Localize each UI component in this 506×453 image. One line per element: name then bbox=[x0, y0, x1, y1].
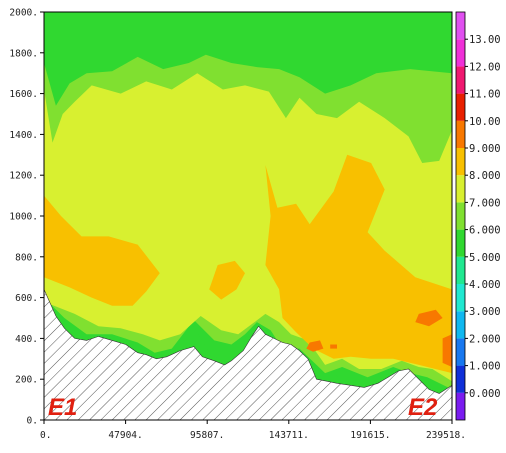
colorbar-label: 8.000 bbox=[469, 170, 501, 182]
colorbar-swatch-3 bbox=[456, 311, 465, 339]
y-tick-label: 400. bbox=[15, 334, 38, 345]
colorbar-label: 11.00 bbox=[469, 89, 501, 101]
y-tick-label: 0. bbox=[27, 416, 38, 427]
colorbar-label: 5.000 bbox=[469, 252, 501, 264]
colorbar-swatch-12 bbox=[456, 66, 465, 94]
y-tick-label: 2000. bbox=[9, 8, 38, 19]
contour-region-9-5 bbox=[209, 260, 245, 300]
contour-region-9-3 bbox=[44, 195, 160, 306]
colorbar-swatch-14 bbox=[456, 12, 465, 40]
x-tick-label: 143711. bbox=[269, 430, 309, 441]
contour-region-10-9 bbox=[442, 334, 452, 367]
colorbar-label: 2.000 bbox=[469, 333, 501, 345]
y-tick-label: 1600. bbox=[9, 89, 38, 100]
contour-region-10-6 bbox=[415, 309, 443, 327]
colorbar: 0.000 1.000 2.000 3.000 4.000 5.000 6.000 7.000… bbox=[455, 11, 501, 421]
colorbar-label: 7.000 bbox=[469, 197, 501, 209]
y-tick-label: 1200. bbox=[9, 171, 38, 182]
colorbar-label: 1.000 bbox=[469, 361, 501, 373]
colorbar-swatch-4 bbox=[456, 284, 465, 312]
annotation-e2: E2 bbox=[408, 394, 438, 421]
colorbar-label: 3.000 bbox=[469, 306, 501, 318]
terrain-hatch bbox=[43, 289, 453, 421]
colorbar-swatch-9 bbox=[456, 148, 465, 176]
colorbar-swatch-5 bbox=[456, 256, 465, 284]
x-axis: 0. 47904. 95807. 143711. 191615. 239518. bbox=[40, 420, 466, 441]
x-tick-label: 95807. bbox=[190, 430, 224, 441]
contour-region-10-8 bbox=[330, 344, 337, 349]
x-tick-label: 239518. bbox=[426, 430, 466, 441]
y-tick-label: 600. bbox=[15, 293, 38, 304]
contour-region-10-7 bbox=[306, 340, 324, 352]
colorbar-swatch-1 bbox=[456, 365, 465, 393]
colorbar-label: 4.000 bbox=[469, 279, 501, 291]
colorbar-label: 12.00 bbox=[469, 61, 501, 73]
y-axis: 0. 200. 400. 600. 800. 1000. 1200. 1400. 1600. 18… bbox=[9, 8, 44, 427]
colorbar-label: 9.000 bbox=[469, 143, 501, 155]
x-tick-label: 0. bbox=[40, 430, 51, 441]
x-tick-label: 191615. bbox=[350, 430, 390, 441]
colorbar-swatch-2 bbox=[456, 338, 465, 366]
colorbar-swatch-8 bbox=[456, 175, 465, 203]
colorbar-frame bbox=[455, 11, 466, 421]
contour-layers bbox=[44, 12, 452, 396]
y-tick-label: 1800. bbox=[9, 48, 38, 59]
colorbar-label: 13.00 bbox=[469, 34, 501, 46]
y-tick-label: 200. bbox=[15, 375, 38, 386]
colorbar-swatch-7 bbox=[456, 202, 465, 230]
colorbar-label: 6.000 bbox=[469, 225, 501, 237]
colorbar-swatch-11 bbox=[456, 93, 465, 121]
contour-region-9-4 bbox=[265, 154, 452, 374]
colorbar-label: 0.000 bbox=[469, 388, 501, 400]
y-tick-label: 800. bbox=[15, 252, 38, 263]
colorbar-swatch-13 bbox=[456, 39, 465, 67]
colorbar-swatch-6 bbox=[456, 229, 465, 257]
colorbar-swatch-10 bbox=[456, 120, 465, 148]
y-tick-label: 1000. bbox=[9, 212, 38, 223]
x-tick-label: 47904. bbox=[108, 430, 142, 441]
colorbar-label: 10.00 bbox=[469, 116, 501, 128]
y-tick-label: 1400. bbox=[9, 130, 38, 141]
annotation-e1: E1 bbox=[48, 394, 77, 421]
colorbar-swatch-0 bbox=[456, 392, 465, 420]
